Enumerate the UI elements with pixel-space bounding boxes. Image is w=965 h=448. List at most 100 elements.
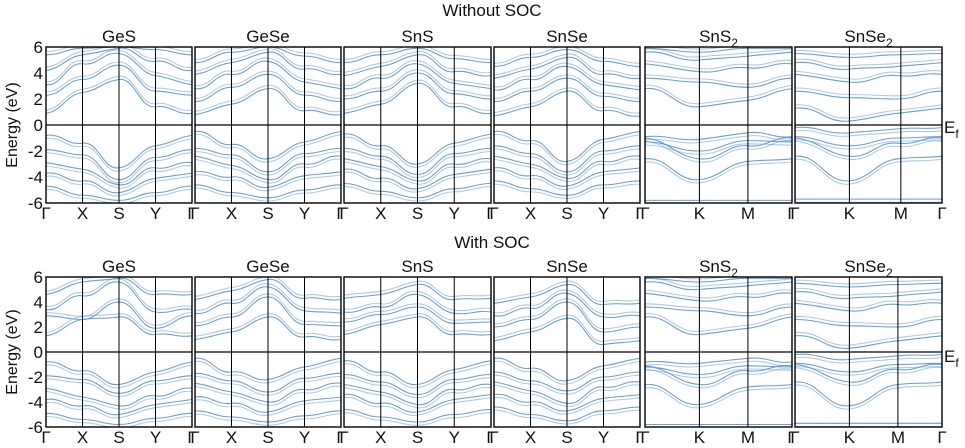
panel-title: SnSe2 bbox=[844, 27, 893, 50]
valence-band bbox=[795, 137, 942, 157]
k-point-label: X bbox=[226, 204, 237, 223]
conduction-band bbox=[795, 107, 942, 122]
panel-title-sub: 2 bbox=[886, 36, 893, 50]
k-point-label: Y bbox=[299, 428, 310, 447]
panel-frame bbox=[343, 276, 492, 428]
panel-title-base: GeSe bbox=[246, 27, 289, 46]
panel-ges: GeS Γ X S Y Γ bbox=[41, 27, 196, 223]
conduction-band bbox=[645, 74, 792, 85]
conduction-band bbox=[195, 47, 341, 60]
panel-title-base: GeSe bbox=[246, 257, 289, 276]
y-tick-label: -2 bbox=[28, 368, 43, 387]
valence-band bbox=[795, 155, 942, 182]
valence-band bbox=[46, 188, 192, 203]
k-point-label: Y bbox=[449, 428, 460, 447]
k-point-label: S bbox=[113, 428, 124, 447]
y-tick-label: 2 bbox=[34, 90, 43, 109]
k-point-label: Γ bbox=[336, 428, 345, 447]
panel-title: GeSe bbox=[246, 257, 289, 276]
panel-title: SnS bbox=[401, 27, 433, 46]
panel-sns: SnS Γ X S Y Γ bbox=[339, 257, 495, 447]
k-point-label: Γ bbox=[790, 204, 799, 223]
conduction-band bbox=[795, 279, 942, 285]
panel-frame bbox=[644, 46, 793, 204]
valence-band bbox=[645, 137, 792, 160]
fermi-level-label: Ef bbox=[944, 347, 959, 370]
k-point-label: X bbox=[226, 428, 237, 447]
y-tick-label: -6 bbox=[28, 194, 43, 213]
k-point-label: X bbox=[375, 204, 386, 223]
conduction-band bbox=[645, 306, 792, 317]
panel-title: SnS bbox=[401, 257, 433, 276]
k-point-label: M bbox=[741, 204, 755, 223]
k-point-label: Γ bbox=[41, 204, 50, 223]
conduction-band bbox=[795, 302, 942, 312]
k-point-label: Γ bbox=[640, 204, 649, 223]
k-point-label: Γ bbox=[190, 204, 199, 223]
k-point-label: Γ bbox=[187, 428, 196, 447]
panel-snse2: SnSe2 Γ K M Γ bbox=[790, 257, 946, 447]
panel-title-sub: 2 bbox=[731, 36, 738, 50]
conduction-band bbox=[645, 277, 792, 283]
k-point-label: Γ bbox=[787, 204, 796, 223]
conduction-band bbox=[795, 291, 942, 300]
valence-band bbox=[645, 360, 792, 368]
panel-title: GeSe bbox=[246, 27, 289, 46]
k-point-label: Γ bbox=[489, 204, 498, 223]
k-point-label: Γ bbox=[339, 204, 348, 223]
valence-band bbox=[795, 381, 942, 407]
valence-band bbox=[795, 363, 942, 383]
panel-title-base: SnS bbox=[401, 257, 433, 276]
conduction-band bbox=[645, 281, 792, 291]
conduction-band bbox=[46, 47, 192, 56]
k-point-label: Γ bbox=[787, 428, 796, 447]
valence-band bbox=[795, 140, 942, 160]
k-point-label: K bbox=[844, 428, 856, 447]
valence-band bbox=[795, 136, 942, 147]
y-tick-label: 0 bbox=[34, 343, 43, 362]
panel-frame bbox=[45, 276, 193, 428]
panel-title: GeS bbox=[102, 257, 136, 276]
conduction-band bbox=[645, 316, 792, 336]
k-point-label: M bbox=[894, 204, 908, 223]
k-point-label: K bbox=[694, 204, 706, 223]
y-tick-label: 2 bbox=[34, 318, 43, 337]
panel-ges: GeS Γ X S Y Γ bbox=[41, 257, 196, 447]
panel-title-base: GeS bbox=[102, 27, 136, 46]
y-tick-label: -4 bbox=[28, 393, 43, 412]
k-point-label: Y bbox=[598, 204, 609, 223]
bands bbox=[795, 279, 942, 427]
conduction-band bbox=[795, 49, 942, 55]
conduction-band bbox=[795, 331, 942, 346]
valence-band bbox=[645, 368, 792, 389]
panel-frame bbox=[644, 276, 793, 428]
conduction-band bbox=[645, 303, 792, 314]
panel-sns2: SnS2 Γ K M Γ bbox=[640, 257, 796, 447]
valence-band bbox=[795, 362, 942, 373]
conduction-band bbox=[494, 47, 640, 64]
k-point-label: Γ bbox=[937, 204, 946, 223]
panel-frame bbox=[794, 46, 943, 204]
k-point-label: X bbox=[525, 428, 536, 447]
y-tick-label: 0 bbox=[34, 116, 43, 135]
conduction-band bbox=[195, 277, 341, 298]
bands bbox=[795, 49, 942, 203]
valence-band bbox=[645, 158, 792, 181]
k-point-label: S bbox=[412, 428, 423, 447]
k-point-label: S bbox=[561, 204, 572, 223]
y-tick-label: 4 bbox=[34, 293, 43, 312]
k-point-label: Y bbox=[449, 204, 460, 223]
bands bbox=[645, 277, 792, 426]
k-point-label: Γ bbox=[190, 428, 199, 447]
conduction-band bbox=[195, 47, 341, 64]
panel-frame bbox=[343, 46, 492, 204]
conduction-band bbox=[795, 318, 942, 328]
valence-band bbox=[645, 161, 792, 184]
k-point-label: Γ bbox=[790, 428, 799, 447]
panel-title-base: SnS bbox=[699, 27, 731, 46]
valence-band bbox=[645, 140, 792, 163]
k-point-label: X bbox=[77, 428, 88, 447]
y-axis-label: Energy (eV) bbox=[4, 309, 21, 394]
